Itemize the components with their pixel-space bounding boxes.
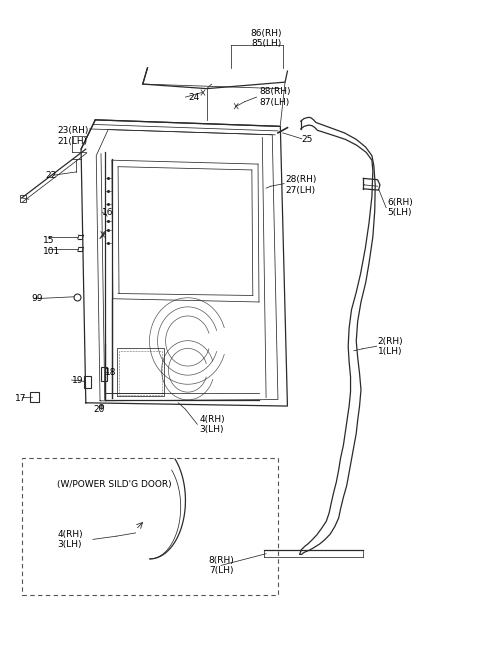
Text: 25: 25 [301,135,313,144]
Text: 15: 15 [43,236,55,245]
Text: 22: 22 [46,171,57,180]
Text: 20: 20 [93,405,104,414]
Text: 17: 17 [14,394,26,403]
Text: 18: 18 [105,368,116,377]
Bar [22,458,278,595]
Text: (W/POWER SILD'G DOOR): (W/POWER SILD'G DOOR) [57,480,172,489]
Text: 4(RH)
3(LH): 4(RH) 3(LH) [200,415,225,434]
FancyBboxPatch shape [101,367,107,381]
Text: 4(RH)
3(LH): 4(RH) 3(LH) [57,529,83,549]
Text: 19: 19 [72,375,83,384]
Text: 86(RH)
85(LH): 86(RH) 85(LH) [251,29,282,49]
Text: 88(RH)
87(LH): 88(RH) 87(LH) [259,87,290,107]
Text: 8(RH)
7(LH): 8(RH) 7(LH) [208,556,234,575]
Text: 16: 16 [102,208,114,216]
Text: 24: 24 [189,92,200,102]
Text: 101: 101 [43,247,60,256]
FancyBboxPatch shape [30,392,39,402]
Text: 99: 99 [31,295,43,303]
Bar [20,195,25,202]
Text: 2(RH)
1(LH): 2(RH) 1(LH) [378,337,403,356]
Text: 28(RH)
27(LH): 28(RH) 27(LH) [285,175,316,195]
Text: 23(RH)
21(LH): 23(RH) 21(LH) [57,127,89,146]
FancyBboxPatch shape [84,376,91,388]
Text: 6(RH)
5(LH): 6(RH) 5(LH) [387,198,413,217]
